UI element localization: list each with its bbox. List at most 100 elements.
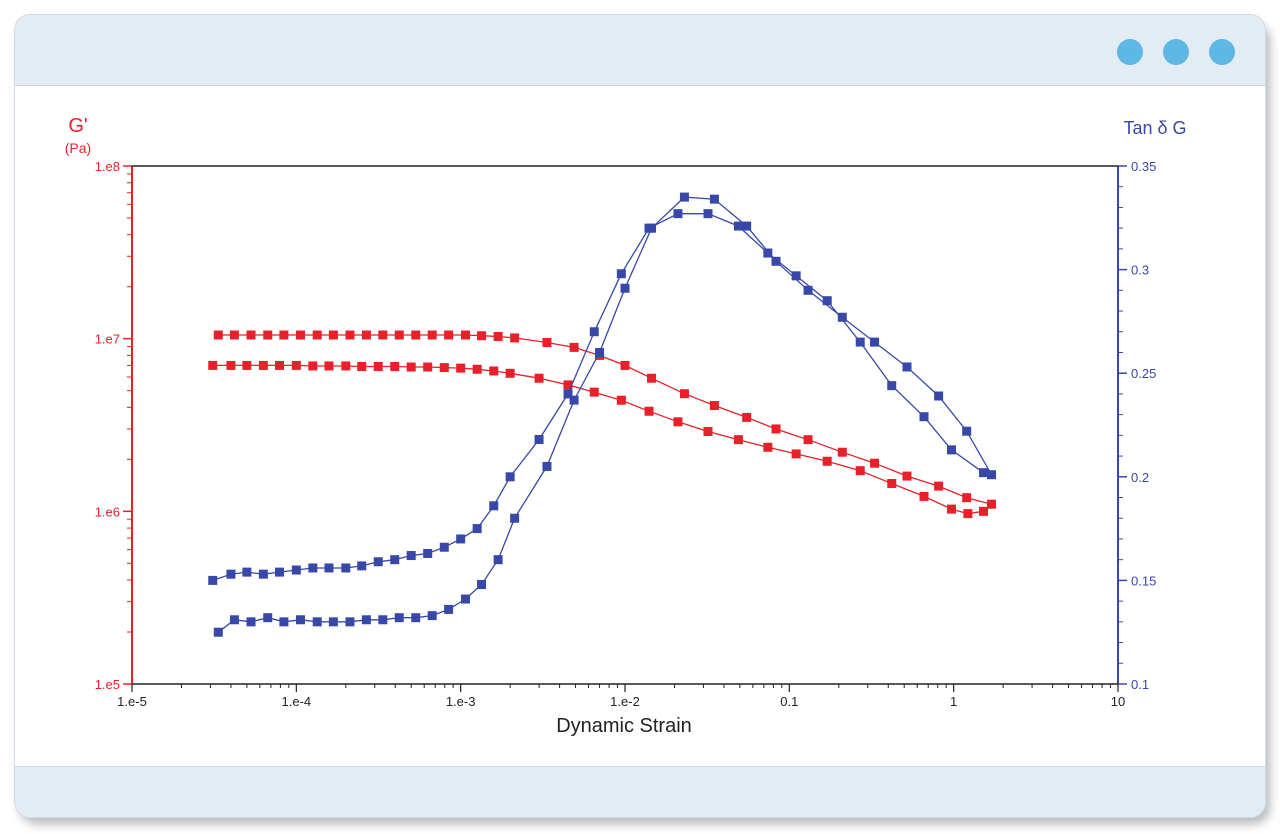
- series-2-point: [489, 366, 499, 376]
- series-2-point: [763, 442, 773, 452]
- y-right-tick-label: 0.35: [1131, 159, 1156, 174]
- y-right-tick-label: 0.15: [1131, 573, 1156, 588]
- series-1-point: [934, 481, 944, 491]
- series-4-point: [803, 285, 813, 295]
- series-3-line: [212, 213, 984, 582]
- x-tick-label: 1.e-2: [610, 694, 640, 709]
- series-1-point: [870, 458, 880, 468]
- series-3-point: [919, 412, 929, 422]
- window-dot-3[interactable]: [1209, 39, 1235, 65]
- series-3-point: [373, 557, 383, 567]
- x-tick-label: 0.1: [780, 694, 798, 709]
- series-2-point: [258, 360, 268, 370]
- series-1-point: [837, 447, 847, 457]
- y-left-tick-label: 1.e8: [95, 159, 120, 174]
- series-3-point: [534, 435, 544, 445]
- series-4-point: [962, 426, 972, 436]
- series-3-point: [946, 445, 956, 455]
- y-right-axis-title: Tan δ G: [1123, 118, 1186, 138]
- series-3-point: [324, 563, 334, 573]
- series-2-point: [242, 360, 252, 370]
- series-2-line: [212, 364, 984, 515]
- series-3-point: [242, 567, 252, 577]
- series-2-point: [390, 361, 400, 371]
- series-4-point: [378, 615, 388, 625]
- title-bar: [15, 15, 1265, 86]
- y-right-tick-label: 0.2: [1131, 470, 1149, 485]
- series-1-point: [742, 412, 752, 422]
- series-4-line: [217, 196, 993, 633]
- series-3-point: [456, 534, 466, 544]
- series-3-point: [563, 389, 573, 399]
- series-4-point: [542, 461, 552, 471]
- window-dot-2[interactable]: [1163, 39, 1189, 65]
- y-right-tick-label: 0.25: [1131, 366, 1156, 381]
- app-window: G' (Pa) Tan δ G Dynamic Strain 1.e-5 1.e-…: [14, 14, 1266, 818]
- series-1-point: [510, 333, 520, 343]
- series-2-point: [822, 456, 832, 466]
- series-4-point: [709, 194, 719, 204]
- y-left-tick-label: 1.e7: [95, 332, 120, 347]
- series-2-point: [208, 360, 218, 370]
- series-3-point: [357, 561, 367, 571]
- series-2-point: [673, 417, 683, 427]
- series-4-point: [328, 617, 338, 627]
- x-tick-label: 1.e-4: [282, 694, 312, 709]
- series-1-point: [679, 389, 689, 399]
- series-3-point: [308, 563, 318, 573]
- series-2-point: [308, 361, 318, 371]
- series-1-point: [620, 360, 630, 370]
- series-1-point: [987, 499, 997, 509]
- series-4-point: [771, 256, 781, 266]
- window-dot-1[interactable]: [1117, 39, 1143, 65]
- series-2-point: [887, 478, 897, 488]
- series-4-point: [312, 617, 322, 627]
- series-4-point: [620, 283, 630, 293]
- series-1-point: [378, 330, 388, 340]
- series-1-point: [345, 330, 355, 340]
- series-2-point: [534, 373, 544, 383]
- x-tick-label: 1.e-5: [117, 694, 147, 709]
- series-3-point: [822, 296, 832, 306]
- footer-bar: [15, 766, 1265, 817]
- x-tick-label: 1: [950, 694, 957, 709]
- series-4-point: [345, 617, 355, 627]
- series-1-point: [263, 330, 273, 340]
- series-4-point: [394, 613, 404, 623]
- series-3-point: [887, 381, 897, 391]
- y-right-tick-label: 0.3: [1131, 263, 1149, 278]
- y-left-axis-title: G': [68, 115, 87, 137]
- series-4-point: [460, 594, 470, 604]
- series-4-point: [837, 312, 847, 322]
- series-1-point: [411, 330, 421, 340]
- series-3-point: [855, 337, 865, 347]
- series-3-point: [226, 569, 236, 579]
- series-1-point: [295, 330, 305, 340]
- series-1-point: [246, 330, 256, 340]
- series-2-point: [439, 363, 449, 373]
- series-1-point: [229, 330, 239, 340]
- series-4-point: [679, 192, 689, 202]
- series-2-point: [919, 491, 929, 501]
- series-2-point: [563, 380, 573, 390]
- series-2-point: [963, 509, 973, 519]
- series-1-point: [361, 330, 371, 340]
- series-2-point: [505, 368, 515, 378]
- axes-layer: 1.e-5 1.e-4 1.e-3 1.e-2 0.1 1 10 1.e5 1.e6 1.e7 1.…: [95, 159, 1157, 709]
- series-2-point: [733, 435, 743, 445]
- chart-area: G' (Pa) Tan δ G Dynamic Strain 1.e-5 1.e-…: [15, 86, 1265, 766]
- series-1-point: [542, 338, 552, 348]
- series-3-point: [733, 221, 743, 231]
- series-2-point: [472, 364, 482, 374]
- series-1-point: [493, 331, 503, 341]
- series-2-point: [456, 363, 466, 373]
- series-4-point: [934, 391, 944, 401]
- series-3-point: [791, 271, 801, 281]
- series-4-point: [647, 223, 657, 233]
- series-3-point: [390, 555, 400, 565]
- series-3-point: [489, 501, 499, 511]
- series-2-point: [373, 361, 383, 371]
- series-2-point: [703, 426, 713, 436]
- series-4-point: [263, 613, 273, 623]
- series-1-point: [569, 342, 579, 352]
